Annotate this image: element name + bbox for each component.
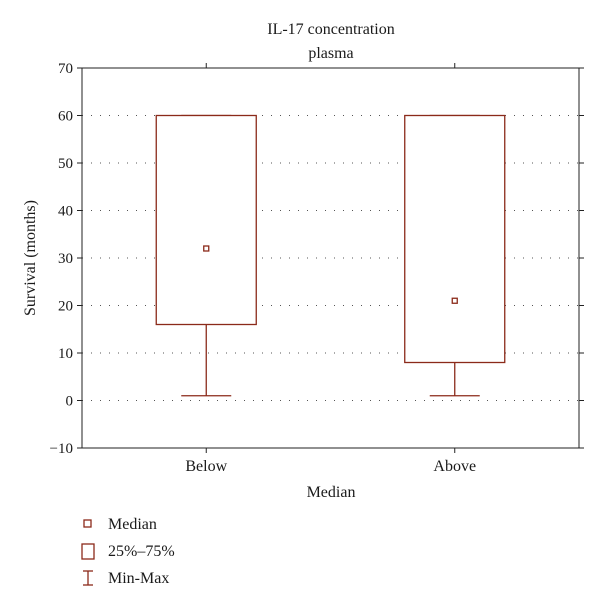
y-tick-label: 0 [66,394,74,410]
y-tick-label: 50 [58,156,73,172]
y-tick-label: 70 [58,61,73,77]
legend-item-median: Median [83,516,157,533]
chart-title: IL-17 concentration [267,21,395,38]
box-iqr [155,114,257,326]
legend: Median 25%–75% Min-Max [81,516,175,587]
box-series [155,114,506,397]
y-tick-label: 60 [58,109,73,125]
y-axis-ticks: −10 0 10 20 30 40 50 60 70 [50,61,584,457]
chart-subtitle: plasma [308,45,353,62]
y-tick-label: 10 [58,346,73,362]
x-axis-label: Median [307,484,356,501]
legend-label-box: 25%–75% [108,543,175,560]
box-below [155,114,257,397]
y-tick-label: 40 [58,204,73,220]
legend-item-box: 25%–75% [81,543,175,560]
legend-label-median: Median [108,516,157,533]
median-marker [451,297,458,304]
median-marker-icon [83,519,92,528]
x-tick-label: Below [185,458,227,475]
y-tick-label: −10 [50,441,73,457]
x-axis-ticks: Below Above [185,63,476,475]
y-tick-label: 20 [58,299,73,315]
box-icon [81,543,95,560]
x-tick-label: Above [433,458,476,475]
legend-item-whisker: Min-Max [83,570,169,587]
box-above [404,114,506,397]
median-marker [203,245,210,252]
plot-frame [81,67,580,449]
box-iqr [404,114,506,364]
y-tick-label: 30 [58,251,73,267]
y-axis-label: Survival (months) [22,200,39,316]
legend-label-whisker: Min-Max [108,570,169,587]
